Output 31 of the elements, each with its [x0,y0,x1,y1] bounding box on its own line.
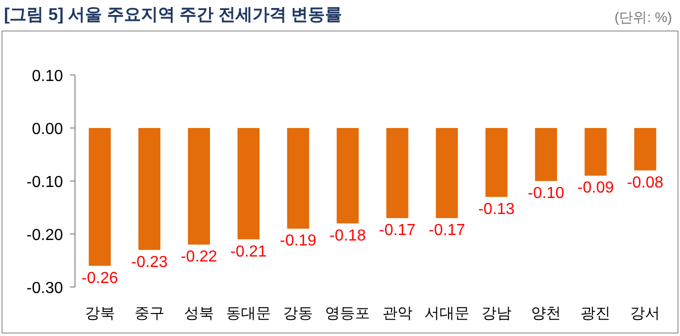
x-tick-label: 광진 [580,305,611,322]
y-tick-label: -0.30 [26,280,64,297]
chart-title: [그림 5] 서울 주요지역 주간 전세가격 변동률 [4,5,342,24]
x-tick-label: 중구 [134,305,164,322]
y-tick-label: -0.20 [26,227,64,244]
data-label: -0.17 [379,222,416,240]
y-tick-label: 0.10 [32,68,64,85]
x-tick-label: 양천 [531,305,562,322]
data-label: -0.13 [478,200,515,218]
x-tick-label: 동대문 [226,305,272,322]
x-tick-label: 강북 [84,305,115,322]
x-tick-label: 강남 [481,305,512,322]
data-label: -0.19 [280,232,316,250]
x-tick-label: 성북 [184,305,214,322]
y-tick-label: 0.00 [32,121,64,138]
data-label: -0.09 [577,180,614,197]
data-label: -0.22 [180,248,218,266]
x-tick-label: 영등포 [325,305,370,322]
x-tick-label: 강서 [630,305,660,322]
data-label: -0.18 [329,227,366,244]
data-label: -0.10 [528,185,564,202]
data-label: -0.17 [428,222,466,240]
y-tick-label: -0.10 [26,174,64,191]
data-label: -0.23 [131,254,168,271]
data-label: -0.08 [626,174,664,192]
x-tick-label: 서대문 [424,305,470,322]
text: (단위: %) [614,9,672,25]
x-tick-label: 강동 [283,305,314,322]
x-tick-label: 관악 [382,305,412,322]
data-label: -0.26 [82,270,118,287]
data-label: -0.21 [230,243,267,260]
